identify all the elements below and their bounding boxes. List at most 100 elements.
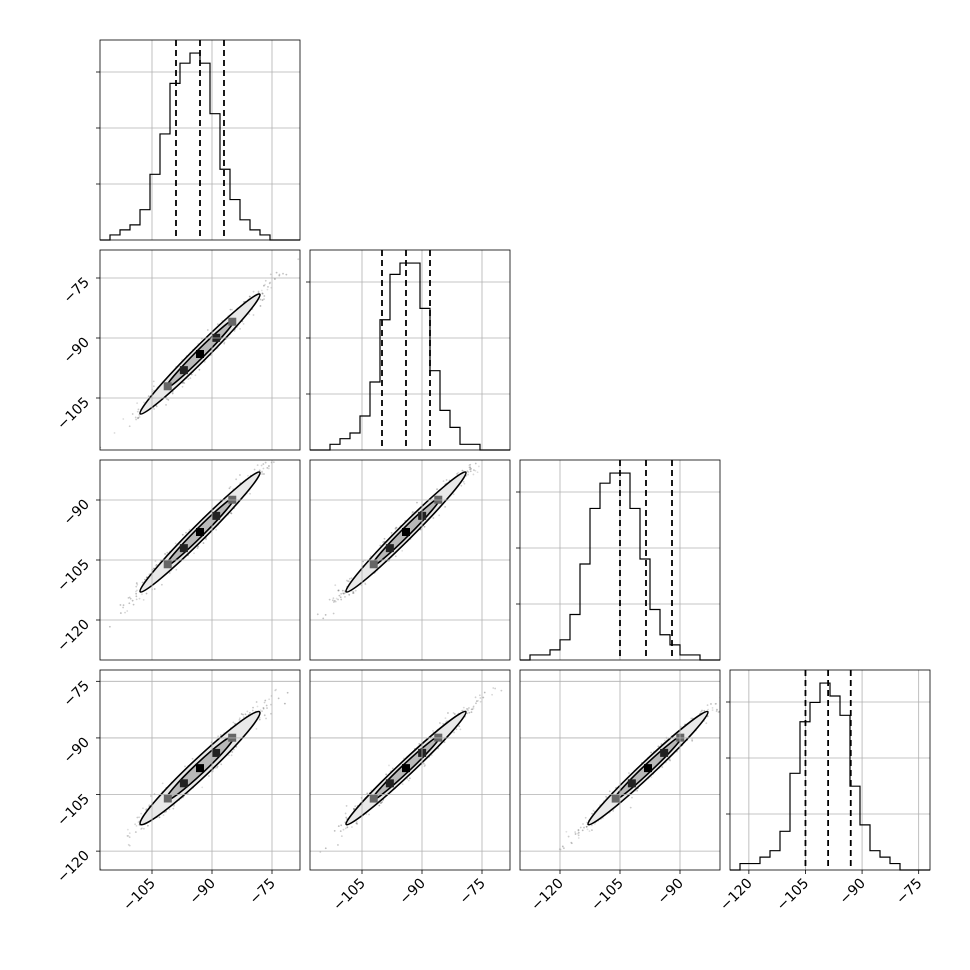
sample-point — [141, 827, 143, 830]
sample-point — [475, 702, 477, 705]
sample-point — [155, 564, 158, 566]
sample-point — [478, 694, 481, 697]
density-cell — [163, 794, 172, 803]
sample-point — [265, 717, 267, 720]
sample-point — [500, 689, 503, 692]
sample-point — [143, 401, 145, 404]
sample-point — [476, 456, 478, 458]
sample-point — [158, 816, 161, 819]
sample-point — [152, 567, 155, 570]
y-tick-label: −120 — [54, 848, 93, 887]
sample-point — [264, 699, 267, 702]
sample-point — [242, 322, 245, 325]
sample-point — [249, 295, 251, 298]
sample-point — [324, 847, 327, 850]
sample-point — [152, 380, 155, 383]
sample-point — [469, 468, 471, 471]
sample-point — [387, 560, 390, 562]
sample-point — [144, 578, 146, 581]
sample-point — [337, 844, 339, 846]
sample-point — [453, 713, 456, 715]
sample-point — [274, 452, 276, 454]
sample-point — [126, 610, 129, 612]
sample-point — [732, 689, 734, 691]
sample-point — [353, 808, 355, 810]
sample-point — [229, 512, 232, 514]
sample-point — [137, 821, 140, 824]
sample-point — [691, 739, 694, 742]
sample-point — [461, 469, 464, 472]
sample-point — [319, 851, 322, 853]
sample-point — [183, 382, 186, 384]
sample-point — [267, 285, 269, 288]
sample-point — [266, 467, 269, 469]
sample-point — [334, 584, 337, 587]
sample-point — [322, 617, 325, 620]
sample-point — [181, 385, 184, 388]
sample-point — [474, 696, 477, 699]
sample-point — [334, 600, 337, 603]
sample-point — [423, 765, 426, 768]
sample-point — [491, 693, 493, 696]
sample-point — [272, 461, 275, 464]
density-cell — [163, 382, 172, 391]
sample-point — [253, 468, 256, 471]
y-tick-label: −90 — [61, 734, 93, 766]
sample-point — [494, 687, 497, 690]
sample-point — [416, 501, 418, 504]
density-cell — [196, 350, 204, 358]
sample-point — [160, 583, 163, 586]
sample-point — [206, 329, 209, 331]
sample-point — [565, 830, 568, 833]
sample-point — [255, 728, 258, 730]
sample-point — [147, 395, 150, 398]
sample-point — [303, 640, 305, 642]
sample-point — [340, 592, 343, 595]
sample-point — [473, 454, 475, 456]
sample-point — [134, 416, 137, 419]
sample-point — [269, 281, 272, 284]
sample-point — [436, 488, 438, 491]
sample-point — [461, 709, 464, 712]
sample-point — [138, 416, 141, 418]
sample-point — [268, 465, 270, 467]
sample-point — [149, 795, 152, 797]
sample-point — [355, 822, 358, 825]
sample-point — [261, 471, 263, 474]
sample-point — [452, 493, 455, 496]
sample-point — [332, 597, 335, 600]
sample-point — [584, 816, 587, 819]
sample-point — [314, 414, 316, 416]
panel-frame — [729, 669, 931, 871]
sample-point — [445, 479, 448, 481]
sample-point — [444, 717, 447, 720]
sample-point — [266, 288, 269, 291]
sample-point — [432, 730, 434, 732]
sample-point — [345, 805, 348, 807]
sample-point — [343, 592, 345, 595]
sample-point — [155, 405, 158, 408]
sample-point — [472, 707, 475, 710]
sample-point — [344, 827, 347, 830]
sample-point — [324, 613, 327, 616]
sample-point — [383, 537, 386, 540]
sample-point — [168, 572, 171, 574]
sample-point — [131, 413, 134, 415]
sample-point — [348, 580, 351, 583]
sample-point — [135, 585, 138, 588]
sample-point — [364, 582, 367, 585]
sample-point — [468, 711, 471, 714]
sample-point — [147, 824, 149, 827]
sample-point — [153, 588, 156, 590]
sample-point — [190, 373, 193, 376]
sample-point — [473, 469, 475, 471]
sample-point — [275, 688, 277, 691]
sample-point — [340, 598, 343, 601]
sample-point — [411, 511, 414, 514]
histogram-panel-3 — [726, 669, 931, 871]
sample-point — [460, 484, 463, 487]
sample-point — [430, 754, 433, 757]
sample-point — [257, 290, 260, 293]
sample-point — [97, 461, 99, 463]
sample-point — [136, 410, 139, 413]
